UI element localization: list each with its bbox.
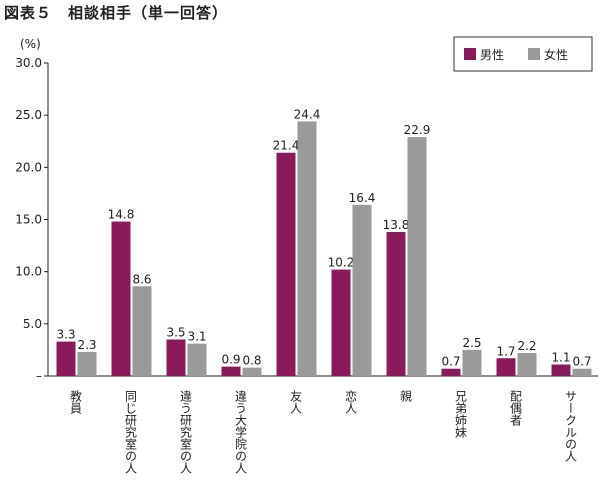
bar-female — [297, 121, 317, 376]
data-label: 24.4 — [294, 107, 321, 121]
category-label: 兄弟姉妹 — [454, 390, 468, 438]
legend-label: 女性 — [544, 47, 568, 62]
category-label: 教員 — [69, 389, 83, 414]
data-label: 2.3 — [77, 338, 96, 352]
data-label: 14.8 — [108, 208, 135, 222]
category-label: 恋人 — [344, 389, 358, 414]
bar-male — [166, 339, 186, 376]
bar-male — [551, 364, 571, 376]
category-label: 友人 — [289, 390, 303, 414]
bar-female — [517, 353, 537, 376]
page-title: 図表５ 相談相手（単一回答） — [4, 4, 229, 22]
legend-frame — [453, 36, 593, 72]
bar-male — [496, 358, 516, 376]
bar-female — [77, 352, 97, 376]
bar-male — [276, 152, 296, 376]
bar-female — [242, 367, 262, 376]
data-label: 2.2 — [517, 339, 536, 353]
bar-male — [111, 221, 131, 376]
bar-male — [441, 368, 461, 376]
data-label: 3.5 — [166, 325, 185, 339]
legend: 男性 女性 — [453, 36, 593, 72]
data-label: 1.7 — [496, 344, 515, 358]
category-label: 配偶者 — [509, 390, 523, 427]
data-label: 3.3 — [56, 328, 75, 342]
y-tick-label: 10.0 — [15, 265, 42, 279]
data-label: 8.6 — [132, 272, 151, 286]
bar-female — [352, 204, 372, 376]
y-tick-label: 5.0 — [23, 317, 42, 331]
bar-male — [331, 269, 351, 376]
y-tick-label: 15.0 — [15, 213, 42, 227]
data-label: 21.4 — [273, 139, 300, 153]
y-tick-label: 20.0 — [15, 160, 42, 174]
y-tick-label: 30.0 — [15, 56, 42, 70]
bar-female — [572, 368, 592, 376]
legend-swatch — [464, 48, 476, 60]
bar-female — [187, 343, 207, 376]
data-label: 2.5 — [462, 336, 481, 350]
data-label: 0.7 — [572, 355, 591, 369]
y-tick-label: – — [36, 369, 42, 383]
legend-swatch — [528, 48, 540, 60]
y-tick-label: 25.0 — [15, 108, 42, 122]
category-label: 違う大学院の人 — [234, 390, 248, 474]
legend-label: 男性 — [480, 48, 504, 62]
bar-female — [132, 286, 152, 376]
category-label: 同じ研究室の人 — [124, 390, 138, 474]
plot-area: 30.0 25.0 20.0 15.0 10.0 5.0 – 3.32.3 教員 14.8 8.6 同… — [15, 56, 598, 474]
y-axis-unit-label: (%) — [20, 37, 41, 51]
bar-male — [221, 366, 241, 376]
category-label: 違う研究室の人 — [179, 390, 193, 474]
data-label: 3.1 — [187, 330, 206, 344]
data-label: 0.7 — [441, 355, 460, 369]
data-label: 1.1 — [551, 351, 570, 365]
bar-male — [56, 341, 76, 376]
data-label: 22.9 — [404, 123, 431, 137]
data-label: 0.9 — [221, 353, 240, 367]
bar-female — [462, 349, 482, 376]
category-label: サークルの人 — [564, 390, 578, 462]
bar-female — [407, 137, 427, 376]
data-label: 13.8 — [383, 218, 410, 232]
bar-male — [386, 232, 406, 376]
category-label: 親 — [399, 390, 413, 402]
data-label: 16.4 — [349, 191, 376, 205]
data-label: 10.2 — [328, 256, 355, 270]
data-label: 0.8 — [242, 354, 261, 368]
